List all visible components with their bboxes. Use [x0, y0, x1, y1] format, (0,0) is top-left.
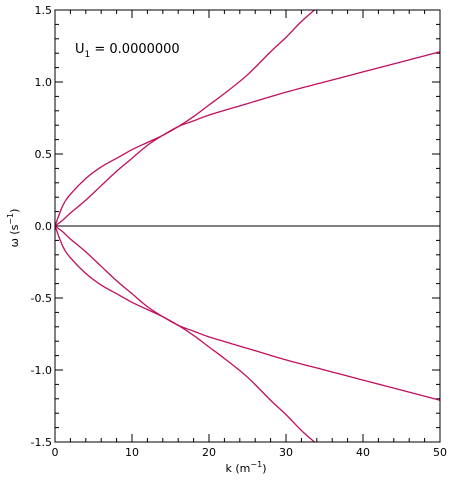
plot-frame [54, 9, 441, 443]
x-tick-label: 40 [356, 446, 370, 459]
annotation-prefix: U [75, 42, 85, 57]
series-line-3 [54, 225, 441, 401]
tick-labels: 0 10 20 30 40 50 -1.5 -1.0 -0.5 0.0 0.5 1.0 1.5 [31, 4, 447, 459]
y-tick-label: 1.0 [35, 76, 53, 89]
y-tick-label: -0.5 [31, 292, 52, 305]
y-tick-label: 0.5 [35, 148, 53, 161]
y-tick-label: 0.0 [35, 220, 53, 233]
x-tick-label: 20 [202, 446, 216, 459]
y-tick-label: -1.5 [31, 436, 52, 449]
y-tick-label: 1.5 [35, 4, 53, 17]
x-axis-label-close: ) [262, 462, 266, 475]
x-tick-label: 30 [279, 446, 293, 459]
y-axis-label-close: ) [8, 209, 21, 213]
annotation-subscript: 1 [85, 50, 91, 60]
u1-annotation: U1 = 0.0000000 [75, 42, 180, 60]
y-axis-label: ω (s−1) [6, 209, 21, 248]
x-tick-label: 50 [433, 446, 447, 459]
annotation-suffix: = 0.0000000 [90, 42, 179, 57]
x-tick-label: 10 [125, 446, 139, 459]
x-axis-label: k (m−1) [226, 460, 267, 475]
series-curves [54, 9, 441, 443]
y-axis-label-main: ω (s [8, 224, 21, 247]
series-line-4 [54, 225, 315, 443]
x-axis-label-sup: −1 [250, 460, 262, 469]
x-tick-label: 0 [52, 446, 59, 459]
y-axis-label-sup: −1 [6, 213, 15, 225]
x-axis-label-main: k (m [226, 462, 251, 475]
y-tick-label: -1.0 [31, 364, 52, 377]
series-line-2 [54, 51, 441, 227]
